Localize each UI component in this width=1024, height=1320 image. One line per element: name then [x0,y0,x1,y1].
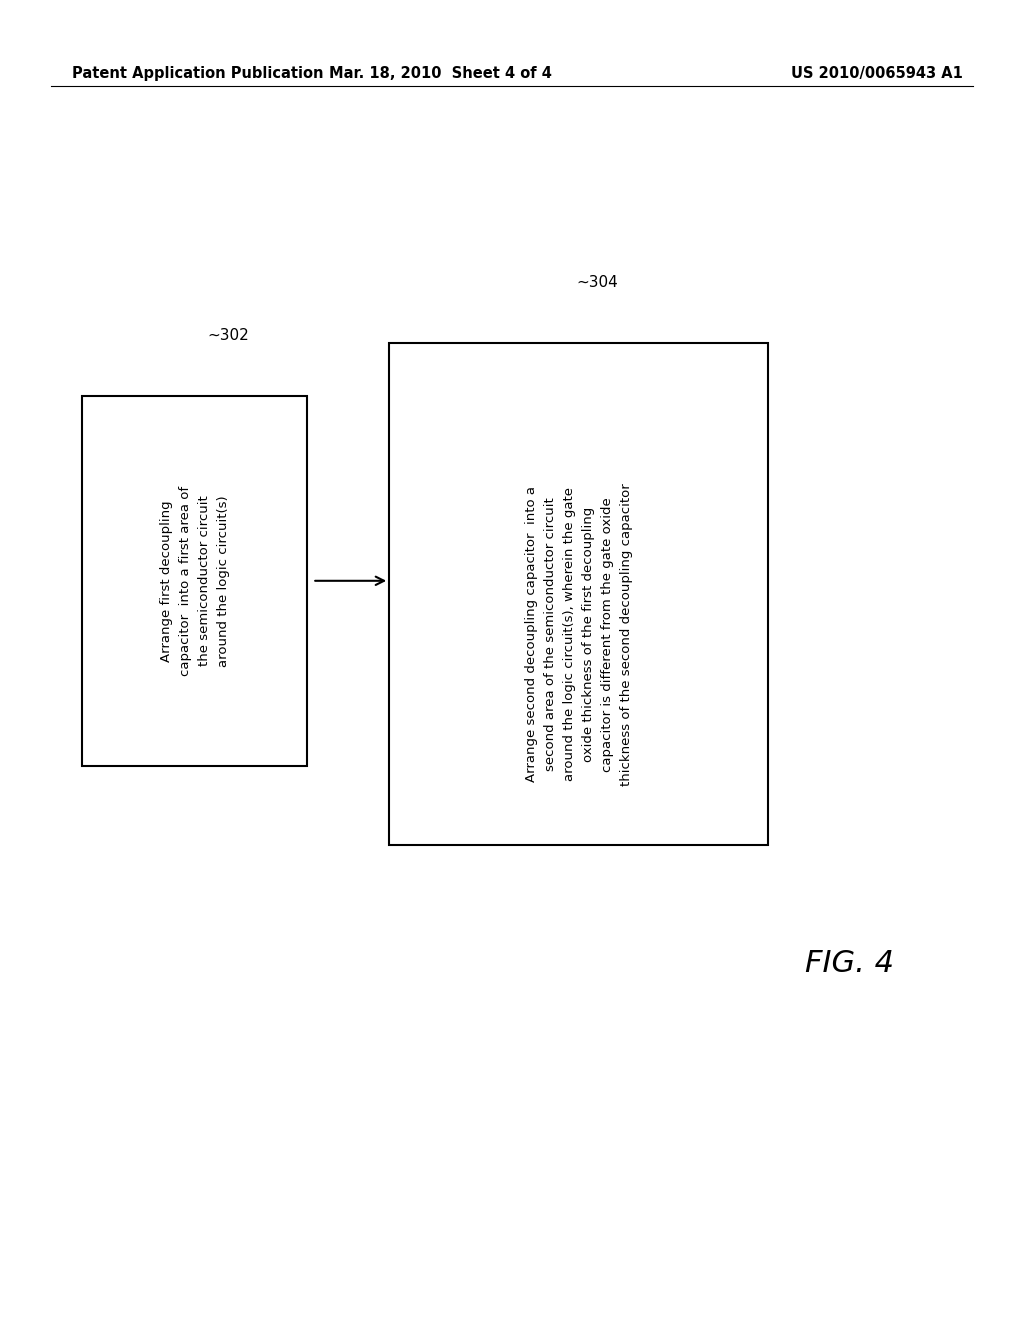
Bar [82,396,307,766]
Text: Mar. 18, 2010  Sheet 4 of 4: Mar. 18, 2010 Sheet 4 of 4 [329,66,552,82]
Text: ~302: ~302 [208,329,249,343]
Text: Arrange second decoupling capacitor  into a
second area of the semiconductor cir: Arrange second decoupling capacitor into… [524,483,633,785]
Bar [389,343,768,845]
Text: Arrange first decoupling
capacitor  into a first area of
the semiconductor circu: Arrange first decoupling capacitor into … [160,486,229,676]
Text: FIG. 4: FIG. 4 [806,949,894,978]
Text: Patent Application Publication: Patent Application Publication [72,66,324,82]
Text: ~304: ~304 [577,276,618,290]
Text: US 2010/0065943 A1: US 2010/0065943 A1 [791,66,963,82]
